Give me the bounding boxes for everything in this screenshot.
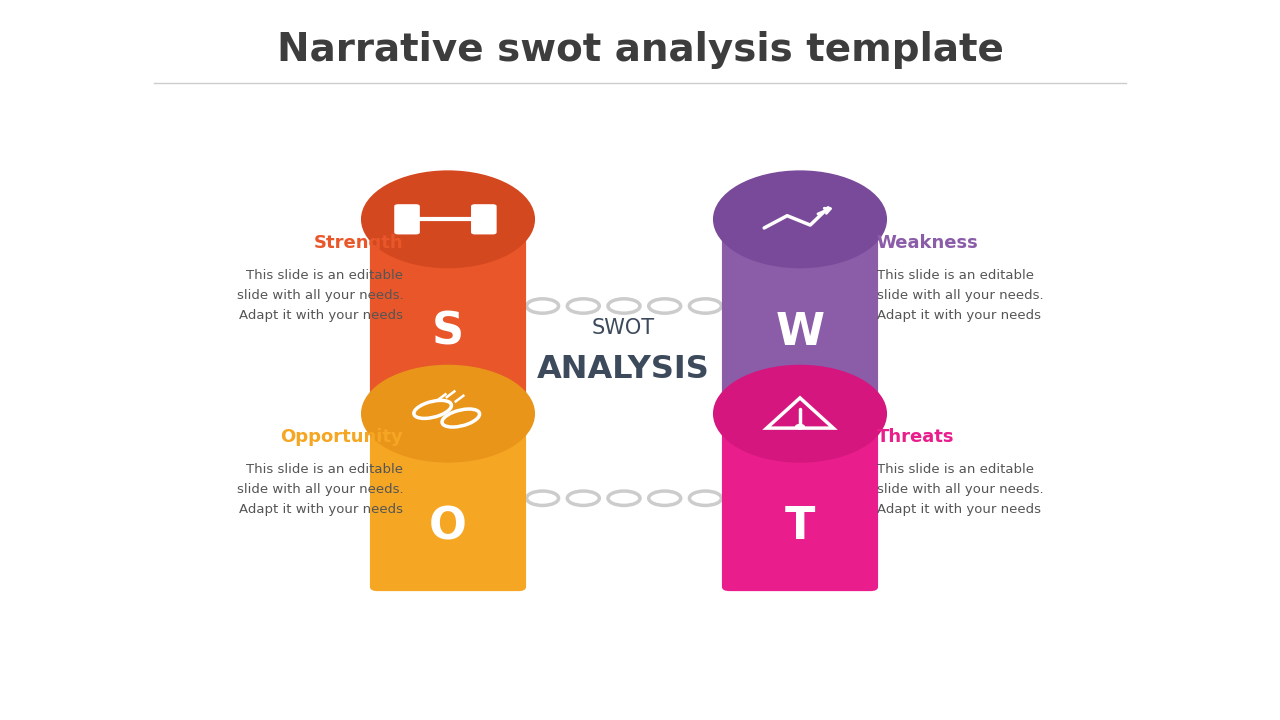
Text: S: S [431,311,465,354]
FancyBboxPatch shape [471,204,497,235]
Text: Weakness: Weakness [877,234,978,252]
FancyBboxPatch shape [394,204,420,235]
Text: Opportunity: Opportunity [280,428,403,446]
Circle shape [361,171,535,269]
Text: Threats: Threats [877,428,955,446]
Text: This slide is an editable
slide with all your needs.
Adapt it with your needs: This slide is an editable slide with all… [237,463,403,516]
FancyBboxPatch shape [722,424,878,591]
Text: This slide is an editable
slide with all your needs.
Adapt it with your needs: This slide is an editable slide with all… [877,269,1043,322]
Circle shape [795,424,805,430]
Text: This slide is an editable
slide with all your needs.
Adapt it with your needs: This slide is an editable slide with all… [877,463,1043,516]
Text: This slide is an editable
slide with all your needs.
Adapt it with your needs: This slide is an editable slide with all… [237,269,403,322]
Text: T: T [785,505,815,548]
Circle shape [713,171,887,269]
Text: Strength: Strength [314,234,403,252]
FancyBboxPatch shape [370,230,526,397]
Circle shape [713,365,887,463]
Text: Narrative swot analysis template: Narrative swot analysis template [276,32,1004,69]
Circle shape [361,365,535,463]
Text: ANALYSIS: ANALYSIS [538,354,709,385]
FancyBboxPatch shape [722,230,878,397]
Text: W: W [776,311,824,354]
FancyBboxPatch shape [370,424,526,591]
Text: SWOT: SWOT [591,318,655,338]
Text: O: O [429,505,467,548]
